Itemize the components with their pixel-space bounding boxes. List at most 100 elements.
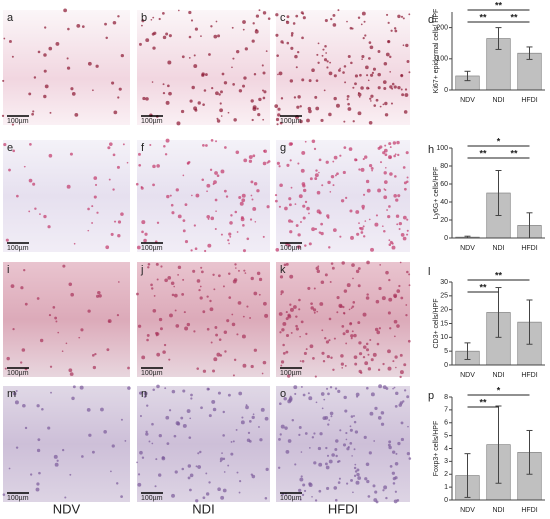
cell	[173, 285, 176, 288]
cell	[313, 311, 316, 314]
cell	[299, 335, 301, 338]
cell	[250, 364, 254, 369]
cell	[325, 160, 329, 164]
cell	[145, 38, 150, 43]
cell	[11, 55, 14, 58]
cell	[345, 196, 348, 200]
cell	[187, 476, 191, 480]
cell	[294, 54, 298, 59]
cell	[182, 219, 186, 223]
cell	[357, 16, 361, 19]
cell	[331, 266, 335, 270]
cell	[230, 441, 233, 443]
cell	[196, 367, 199, 370]
cell	[406, 176, 409, 179]
cell	[176, 422, 181, 426]
cell	[243, 158, 248, 163]
panel-letter: o	[280, 388, 286, 400]
panel-letter: l	[428, 266, 430, 278]
cell	[328, 112, 332, 117]
cell	[263, 301, 267, 306]
cell	[223, 189, 227, 193]
cell	[165, 100, 170, 105]
cell	[344, 364, 347, 367]
cell	[105, 245, 110, 250]
cell	[36, 448, 41, 453]
cell	[317, 61, 320, 64]
x-tick-label: NDI	[492, 372, 504, 379]
cell	[289, 307, 294, 312]
cell	[228, 272, 231, 276]
cell	[382, 151, 386, 155]
scale-label: 100µm	[280, 370, 302, 377]
cell	[158, 473, 162, 477]
cell	[345, 431, 348, 435]
cell	[205, 144, 208, 147]
cell	[371, 169, 373, 172]
cell	[302, 216, 306, 220]
cell	[278, 205, 282, 208]
cell	[328, 419, 330, 421]
cell	[285, 262, 289, 266]
cell	[348, 308, 351, 311]
cell	[301, 36, 304, 40]
cell	[186, 322, 191, 327]
cell	[255, 28, 258, 31]
cell	[299, 498, 302, 501]
cell	[362, 235, 366, 238]
cell	[400, 15, 404, 18]
cell	[398, 403, 403, 407]
cell	[36, 404, 40, 408]
cell	[378, 286, 382, 291]
cell	[238, 269, 240, 272]
cell	[150, 18, 153, 21]
cell	[362, 157, 365, 161]
cell	[293, 96, 297, 99]
cell	[385, 387, 389, 390]
cell	[217, 391, 221, 395]
cell	[349, 209, 353, 213]
cell	[331, 453, 335, 457]
cell	[117, 234, 121, 238]
cell	[264, 497, 268, 500]
cell	[320, 392, 325, 396]
cell	[370, 358, 374, 362]
cell	[317, 42, 320, 45]
cell	[366, 188, 371, 193]
cell	[248, 420, 252, 423]
cell	[387, 40, 391, 44]
cell	[289, 159, 292, 162]
cell	[391, 82, 395, 86]
cell	[112, 188, 115, 191]
cell	[263, 90, 267, 94]
cell	[297, 162, 300, 165]
cell	[262, 118, 265, 121]
cell	[191, 194, 193, 197]
cell	[117, 15, 120, 18]
cell	[171, 211, 175, 215]
cell	[399, 353, 403, 357]
panel-letter: i	[7, 264, 9, 276]
cell	[299, 105, 302, 108]
y-tick-label: 3	[444, 458, 448, 465]
cell	[223, 330, 228, 334]
cell	[3, 37, 6, 40]
cell	[358, 222, 360, 225]
cell	[354, 362, 358, 366]
cell	[334, 498, 338, 502]
cell	[262, 235, 265, 238]
cell	[375, 98, 379, 102]
cell	[288, 203, 292, 207]
cell	[8, 168, 11, 172]
cell	[222, 457, 226, 461]
cell	[39, 338, 44, 343]
cell	[329, 280, 332, 283]
cell	[336, 311, 339, 314]
cell	[400, 74, 404, 78]
cell	[380, 422, 385, 426]
cell	[301, 150, 306, 155]
cell	[104, 22, 107, 26]
cell	[297, 233, 301, 237]
cell	[372, 352, 377, 357]
cell	[188, 57, 191, 59]
